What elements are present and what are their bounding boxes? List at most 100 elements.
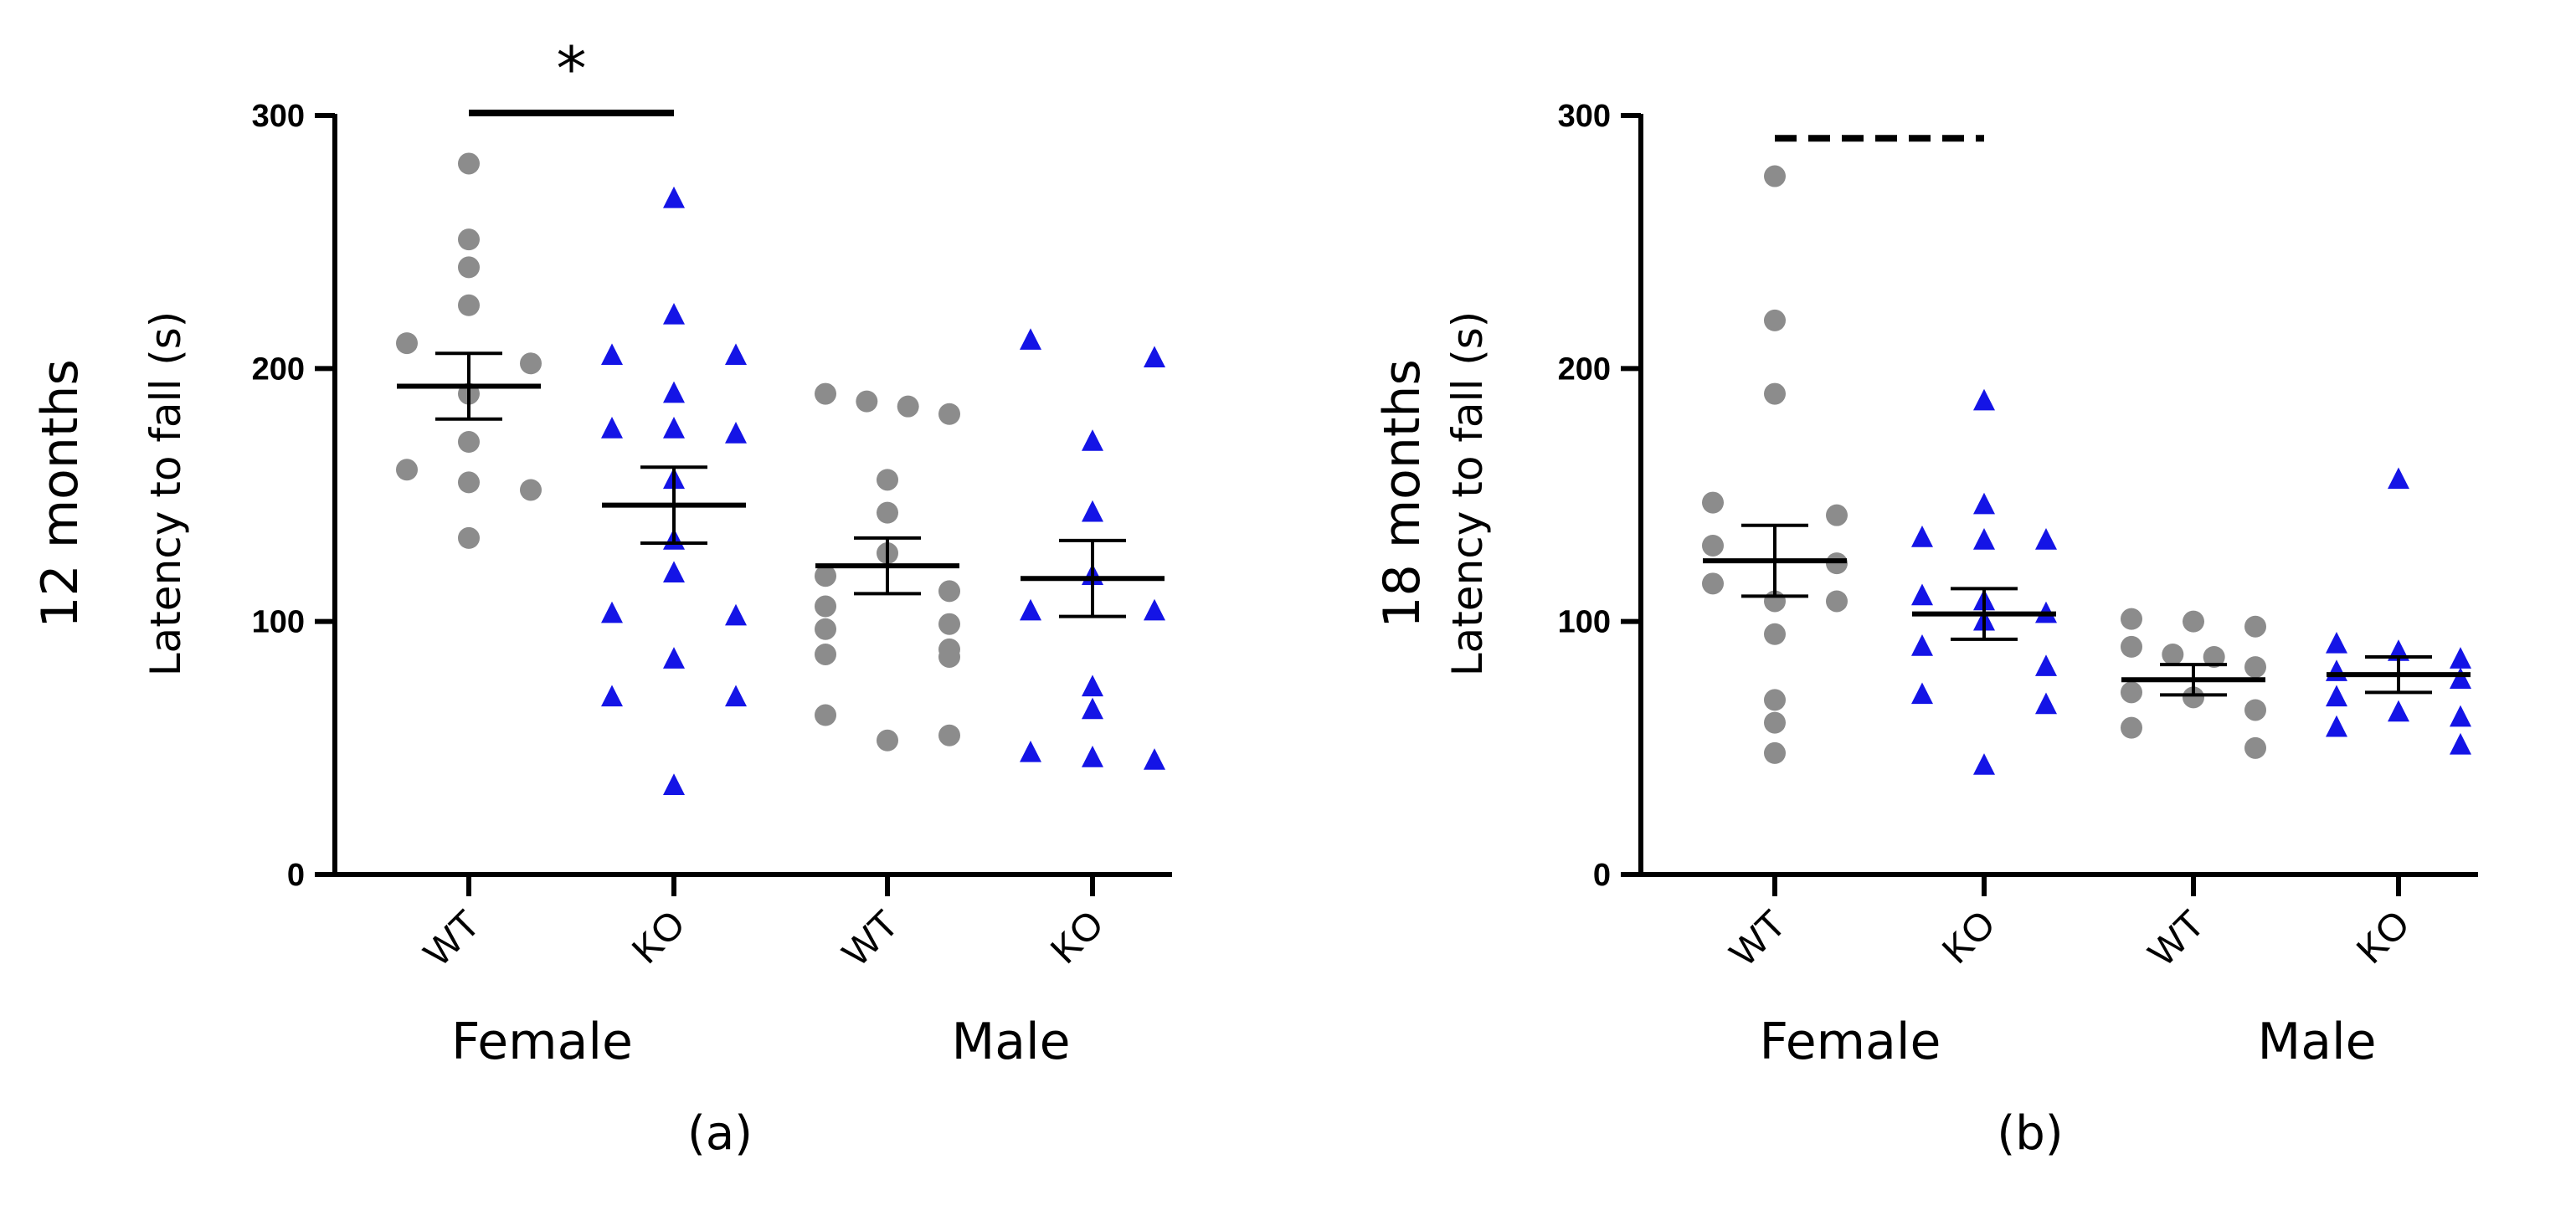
data-point <box>938 613 960 635</box>
series-female-ko <box>601 186 747 795</box>
data-point <box>458 152 480 175</box>
data-point <box>1082 429 1103 451</box>
data-point <box>815 643 836 665</box>
data-point <box>2326 715 2347 737</box>
data-point <box>938 403 960 425</box>
data-point <box>1144 598 1165 621</box>
data-point <box>520 479 542 501</box>
y-tick-label: 300 <box>1558 99 1611 134</box>
series-female-wt <box>1702 165 1848 764</box>
data-point <box>2388 467 2409 490</box>
data-point <box>725 422 747 444</box>
x-tick-label: KO <box>1041 901 1112 972</box>
data-point <box>938 645 960 668</box>
x-tick-label: WT <box>2140 901 2213 974</box>
data-point <box>1702 572 1724 595</box>
x-tick-label: KO <box>623 901 693 972</box>
group-label-male: Male <box>951 1013 1070 1071</box>
data-point <box>663 417 685 439</box>
data-point <box>601 343 623 366</box>
data-point <box>2183 610 2204 633</box>
data-point <box>1911 583 1933 606</box>
data-point <box>2450 667 2471 690</box>
series-female-wt <box>396 152 542 549</box>
data-point <box>1911 526 1933 547</box>
data-point <box>1020 598 1041 621</box>
data-point <box>1973 388 1995 411</box>
data-point <box>458 471 480 494</box>
data-point <box>1826 590 1848 613</box>
data-point <box>2244 615 2266 638</box>
data-point <box>2450 647 2471 669</box>
data-point <box>1911 634 1933 656</box>
data-point <box>2162 643 2184 665</box>
y-tick-label: 0 <box>287 858 305 893</box>
data-point <box>2450 732 2471 755</box>
x-tick-label: WT <box>834 901 907 974</box>
data-point <box>877 469 898 491</box>
y-tick-label: 200 <box>1558 351 1611 387</box>
data-point <box>663 186 685 208</box>
data-point <box>520 352 542 375</box>
data-point <box>2121 608 2142 630</box>
group-label-female: Female <box>451 1013 633 1071</box>
panel-title: 12 months <box>31 359 90 628</box>
data-point <box>1144 346 1165 368</box>
data-point <box>2121 635 2142 658</box>
data-point <box>663 647 685 669</box>
group-label-male: Male <box>2257 1013 2376 1071</box>
data-point <box>1020 741 1041 762</box>
data-point <box>1764 382 1786 405</box>
y-tick-label: 0 <box>1593 858 1611 893</box>
data-point <box>1764 711 1786 734</box>
significance-star: * <box>557 33 587 104</box>
data-point <box>601 685 623 707</box>
data-point <box>1911 682 1933 705</box>
data-point <box>2326 659 2347 681</box>
data-point <box>815 382 836 405</box>
data-point <box>1973 492 1995 515</box>
series-male-ko <box>1020 328 1165 770</box>
data-point <box>2244 736 2266 759</box>
x-tick-label: WT <box>415 901 488 974</box>
y-tick-label: 300 <box>252 99 305 134</box>
y-tick-label: 200 <box>252 351 305 387</box>
series-male-ko <box>2326 467 2471 755</box>
data-point <box>458 256 480 279</box>
data-point <box>2203 645 2225 668</box>
data-point <box>2388 700 2409 722</box>
data-point <box>458 526 480 549</box>
data-point <box>2035 528 2057 550</box>
data-point <box>2244 699 2266 721</box>
data-point <box>663 302 685 325</box>
data-point <box>1764 309 1786 331</box>
data-point <box>1082 675 1103 697</box>
data-point <box>2035 654 2057 676</box>
data-point <box>663 773 685 795</box>
data-point <box>2035 692 2057 715</box>
data-point <box>1020 328 1041 350</box>
panel-a-12-months: 0 100 200 300 WT KO WT KO Female Male Latency to f… <box>31 33 1172 1161</box>
data-point <box>1973 753 1995 775</box>
data-point <box>2183 686 2204 709</box>
data-point <box>2326 631 2347 654</box>
panel-label: (a) <box>687 1106 753 1161</box>
series-female-ko <box>1911 388 2057 775</box>
data-point <box>601 417 623 439</box>
panel-label: (b) <box>1997 1106 2063 1161</box>
data-point <box>2121 716 2142 739</box>
y-axis-label: Latency to fall (s) <box>141 311 190 677</box>
data-point <box>897 395 919 418</box>
data-point <box>458 228 480 251</box>
series-male-wt <box>815 382 960 752</box>
data-point <box>1826 504 1848 526</box>
data-point <box>815 618 836 640</box>
data-point <box>2121 681 2142 704</box>
data-point <box>1764 689 1786 711</box>
data-point <box>1764 741 1786 764</box>
data-point <box>938 580 960 603</box>
data-point <box>877 729 898 752</box>
data-point <box>663 381 685 403</box>
data-point <box>815 565 836 587</box>
